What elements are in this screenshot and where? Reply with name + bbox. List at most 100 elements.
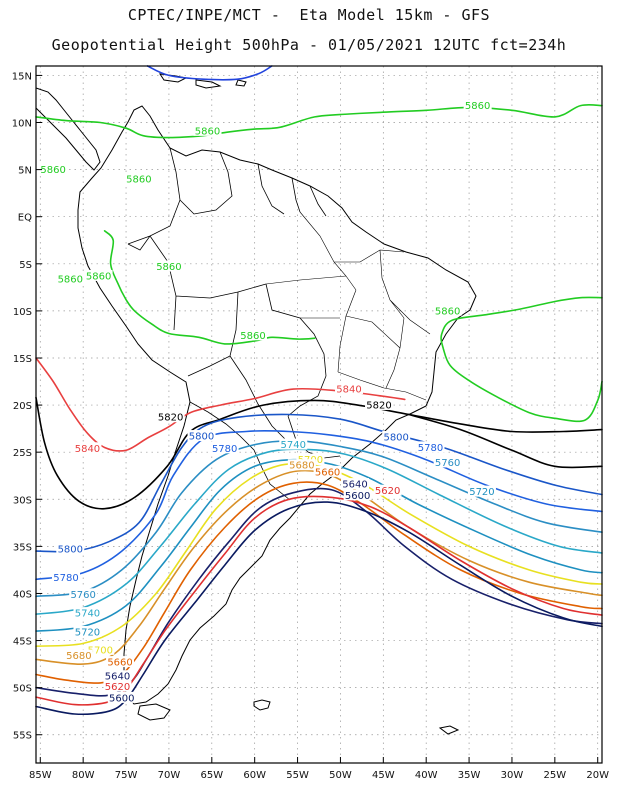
contour-5820 (408, 413, 603, 469)
falkland-islands (253, 699, 271, 711)
contour-label-5780: 5780 (212, 444, 237, 455)
south-georgia-island (438, 725, 460, 735)
contour-label-bg (64, 649, 93, 661)
contour-label-5860: 5860 (195, 126, 220, 137)
contour-label-5860: 5860 (240, 331, 265, 342)
contour-label-bg (335, 382, 364, 394)
map-title: CPTEC/INPE/MCT - Eta Model 15km - GFS (127, 6, 491, 24)
contour-label-5720: 5720 (75, 627, 100, 638)
contour-label-5620: 5620 (105, 682, 130, 693)
contour-label-bg (56, 543, 85, 555)
contour-label-5780: 5780 (53, 573, 78, 584)
contour-label-bg (39, 163, 68, 175)
lon-tick-label: 80W (72, 770, 95, 781)
central-america-coastline (35, 87, 101, 171)
contour-label-5680: 5680 (66, 651, 91, 662)
contour-label-5860: 5860 (156, 262, 181, 273)
contour-5780 (35, 429, 603, 581)
lon-tick-label: 40W (415, 770, 438, 781)
lat-tick-label: 15S (13, 354, 32, 365)
contour-label-bg (106, 656, 135, 668)
contour-label-5860: 5860 (465, 101, 490, 112)
caribbean-island (235, 79, 247, 87)
contour-label-bg (343, 489, 372, 501)
lon-tick-label: 25W (544, 770, 567, 781)
contour-5700 (35, 462, 603, 647)
contour-label-5620: 5620 (375, 486, 400, 497)
contour-label-bg (341, 478, 370, 490)
coastlines-borders (35, 73, 477, 735)
lon-tick-label: 20W (586, 770, 609, 781)
lat-tick-label: 55S (13, 731, 32, 742)
contour-label-bg (73, 607, 102, 619)
lat-tick-label: 45S (13, 637, 32, 648)
lat-tick-label: 25S (13, 448, 32, 459)
contour-label-5840: 5840 (75, 444, 100, 455)
contour-5600 (35, 501, 603, 716)
contour-label-bg (313, 465, 342, 477)
lat-tick-label: 5N (18, 166, 32, 177)
contour-label-5760: 5760 (435, 458, 460, 469)
contour-label-bg (84, 269, 113, 281)
contour-label-5720: 5720 (469, 487, 494, 498)
contour-label-bg (52, 571, 81, 583)
lat-tick-label: 20S (13, 401, 32, 412)
contour-label-5820: 5820 (366, 400, 391, 411)
contour-label-5800: 5800 (58, 545, 83, 556)
contour-label-bg (287, 459, 316, 471)
lon-tick-label: 65W (200, 770, 223, 781)
contour-label-bg (416, 441, 445, 453)
contour-label-5660: 5660 (107, 658, 132, 669)
contour-label-bg (433, 456, 462, 468)
contour-label-5700: 5700 (88, 645, 113, 656)
contour-label-bg (156, 411, 185, 423)
lon-tick-label: 85W (29, 770, 52, 781)
contour-label-5860: 5860 (58, 274, 83, 285)
lat-tick-label: 40S (13, 589, 32, 600)
lat-tick-label: 10N (12, 119, 32, 130)
contour-5820 (35, 396, 603, 510)
contour-label-bg (73, 625, 102, 637)
contour-label-bg (56, 272, 85, 284)
lon-tick-label: 50W (329, 770, 352, 781)
contour-label-5800: 5800 (383, 432, 408, 443)
contour-label-bg (433, 304, 462, 316)
contour-label-5780: 5780 (418, 443, 443, 454)
contour-label-bg (210, 442, 239, 454)
contour-5720 (35, 458, 603, 632)
contour-label-bg (382, 430, 411, 442)
contour-label-bg (365, 398, 394, 410)
lon-tick-label: 75W (115, 770, 138, 781)
contour-label-5680: 5680 (289, 461, 314, 472)
contour-label-5640: 5640 (342, 480, 367, 491)
axis-ticks: 85W 80W 75W 70W 65W 60W 55W 50W 45W 40W 35W 30W 25W 2… (12, 71, 609, 781)
contour-label-bg (238, 329, 267, 341)
contour-label-bg (467, 485, 496, 497)
lat-tick-label: EQ (18, 213, 32, 224)
contour-5860 (103, 230, 316, 345)
contour-label-bg (154, 260, 183, 272)
lon-tick-label: 35W (458, 770, 481, 781)
contour-label-bg (463, 99, 492, 111)
contour-label-5860: 5860 (40, 165, 65, 176)
lat-tick-label: 5S (19, 260, 32, 271)
contour-5840 (35, 357, 406, 452)
contour-label-5860: 5860 (126, 174, 151, 185)
lat-tick-label: 35S (13, 542, 32, 553)
lat-tick-label: 50S (13, 684, 32, 695)
contour-label-5740: 5740 (75, 609, 100, 620)
lon-tick-label: 45W (372, 770, 395, 781)
contour-label-5820: 5820 (158, 413, 183, 424)
contour-5860 (35, 103, 603, 139)
contour-label-bg (107, 691, 136, 703)
contour-label-5860: 5860 (86, 271, 111, 282)
contour-label-bg (103, 670, 132, 682)
contour-label-5660: 5660 (315, 467, 340, 478)
contour-5680 (35, 469, 603, 665)
lon-tick-label: 60W (243, 770, 266, 781)
caribbean-island (195, 79, 222, 89)
contour-label-5800: 5800 (189, 432, 214, 443)
state-border (265, 211, 431, 401)
